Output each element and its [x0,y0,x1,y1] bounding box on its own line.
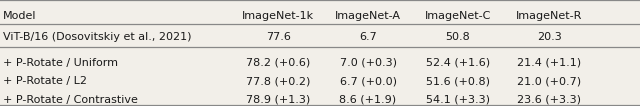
Text: + P-Rotate / Uniform: + P-Rotate / Uniform [3,58,118,68]
Text: 20.3: 20.3 [537,32,561,42]
Text: ImageNet-1k: ImageNet-1k [243,11,314,21]
Text: 78.2 (+0.6): 78.2 (+0.6) [246,58,310,68]
Text: 6.7: 6.7 [359,32,377,42]
Text: 21.0 (+0.7): 21.0 (+0.7) [517,76,581,86]
Text: 8.6 (+1.9): 8.6 (+1.9) [339,95,397,105]
Text: 23.6 (+3.3): 23.6 (+3.3) [517,95,581,105]
Text: ImageNet-A: ImageNet-A [335,11,401,21]
Text: 6.7 (+0.0): 6.7 (+0.0) [339,76,397,86]
Text: 77.6: 77.6 [266,32,291,42]
Text: ImageNet-C: ImageNet-C [424,11,491,21]
Text: 52.4 (+1.6): 52.4 (+1.6) [426,58,490,68]
Text: 21.4 (+1.1): 21.4 (+1.1) [517,58,581,68]
Text: 7.0 (+0.3): 7.0 (+0.3) [339,58,397,68]
Text: Model: Model [3,11,36,21]
Text: 77.8 (+0.2): 77.8 (+0.2) [246,76,310,86]
Text: 78.9 (+1.3): 78.9 (+1.3) [246,95,310,105]
Text: + P-Rotate / L2: + P-Rotate / L2 [3,76,87,86]
Text: 50.8: 50.8 [445,32,470,42]
Text: ImageNet-R: ImageNet-R [516,11,582,21]
Text: 54.1 (+3.3): 54.1 (+3.3) [426,95,490,105]
Text: 51.6 (+0.8): 51.6 (+0.8) [426,76,490,86]
Text: + P-Rotate / Contrastive: + P-Rotate / Contrastive [3,95,138,105]
Text: ViT-B/16 (Dosovitskiy et al., 2021): ViT-B/16 (Dosovitskiy et al., 2021) [3,32,192,42]
